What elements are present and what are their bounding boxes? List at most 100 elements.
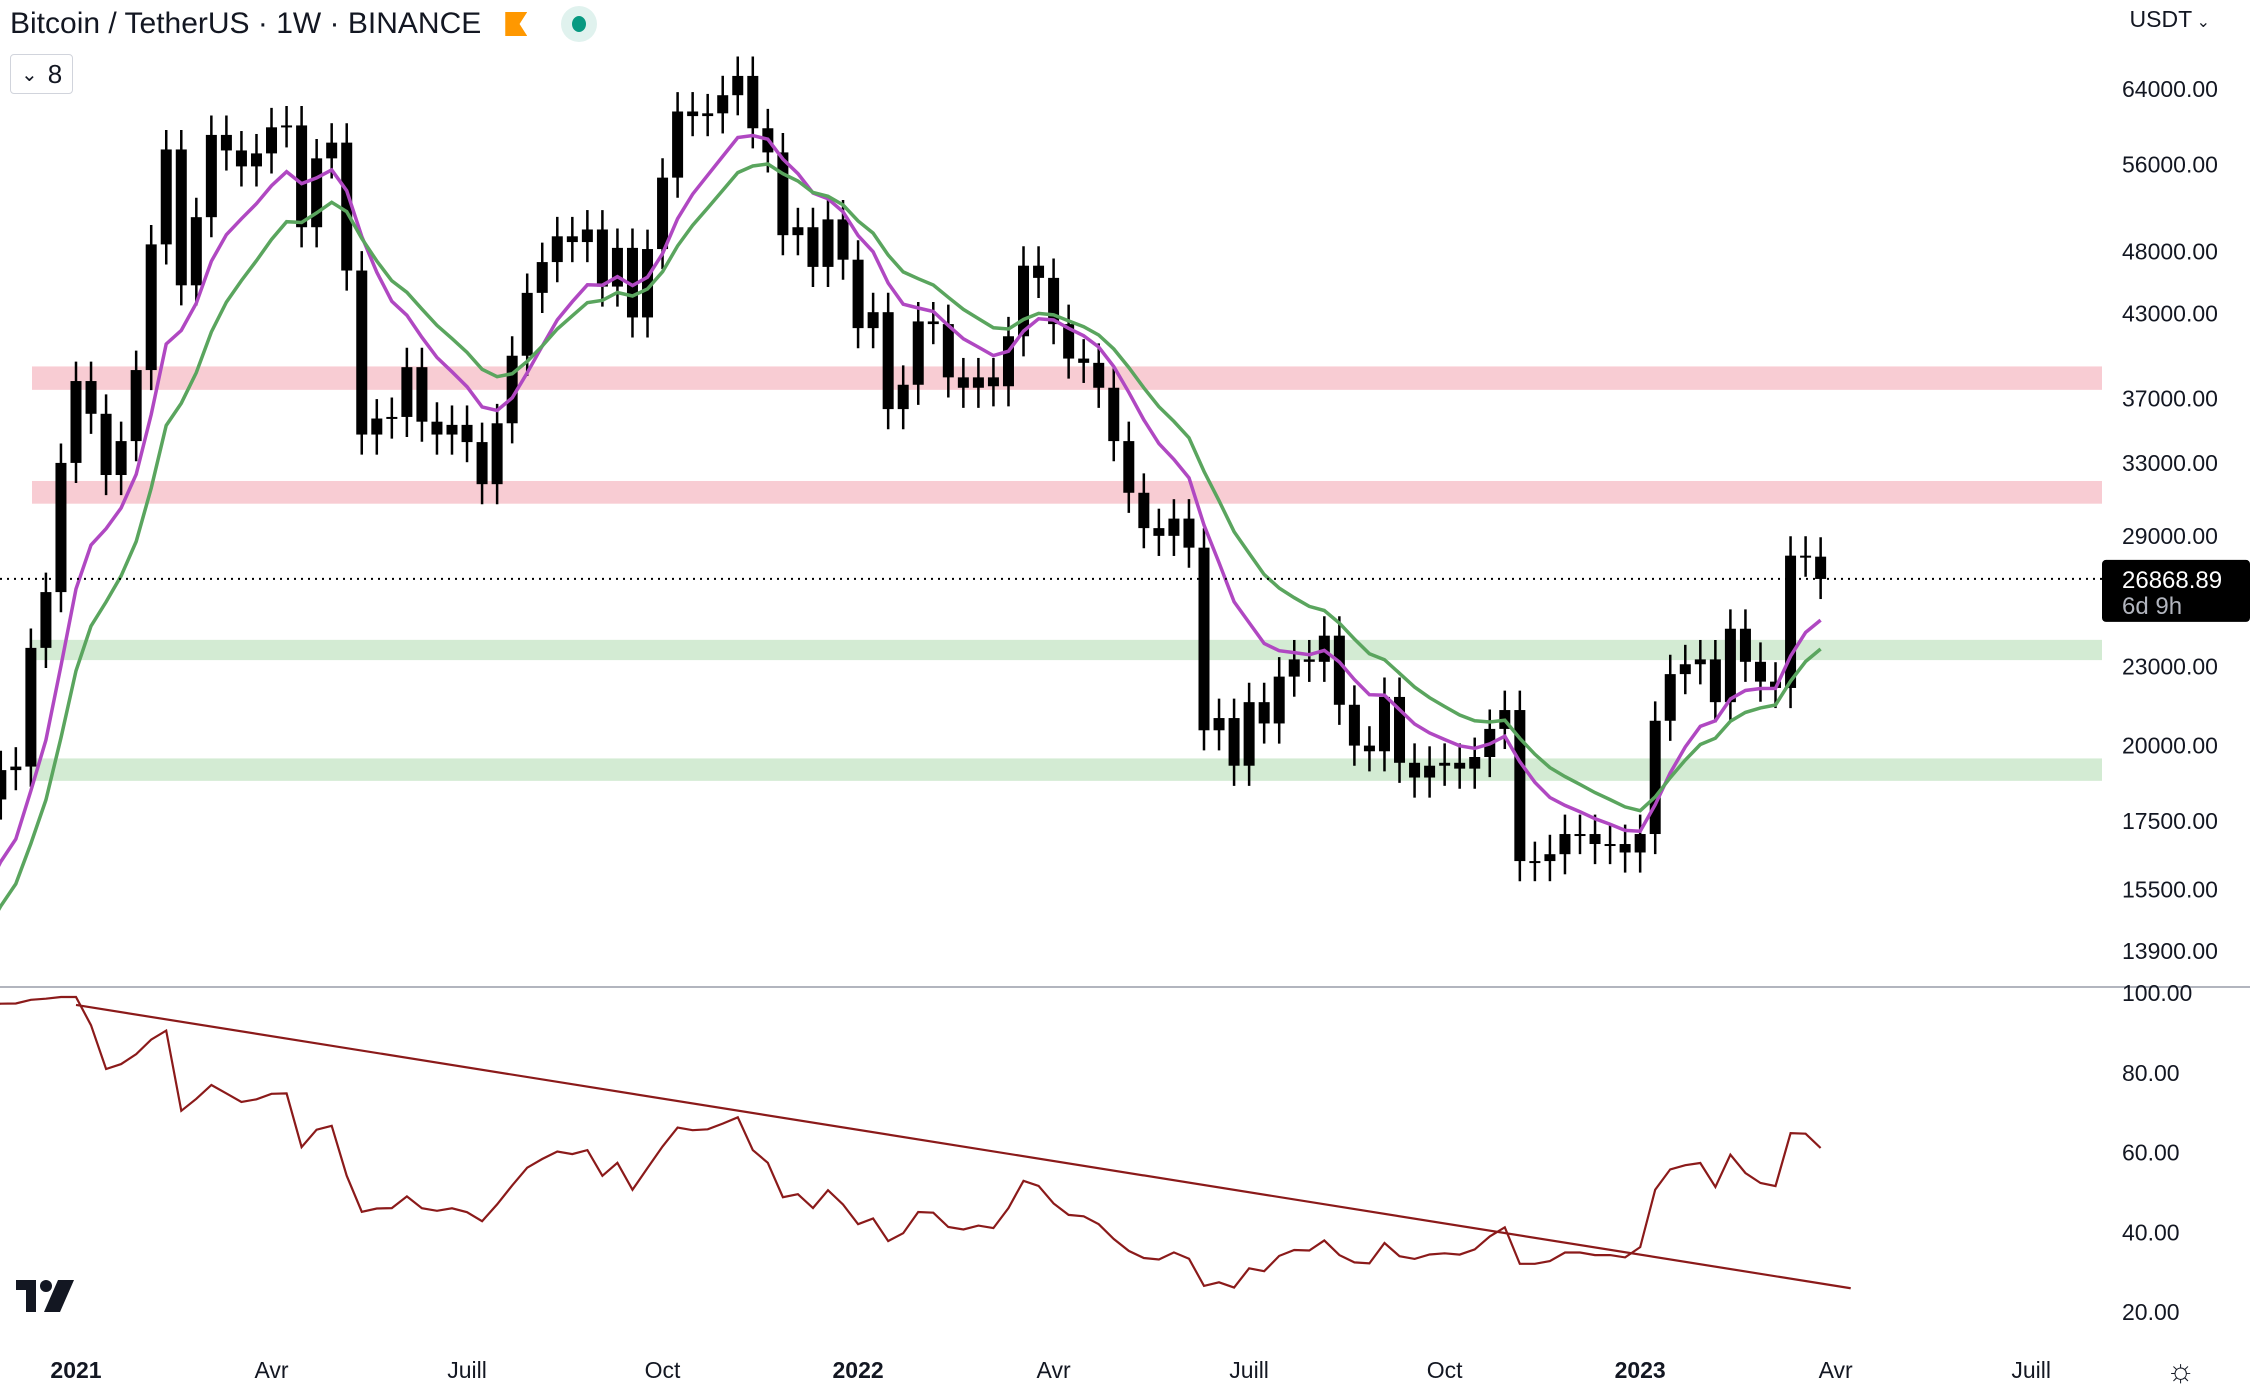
- candle-body: [1378, 696, 1390, 752]
- candle: [1018, 246, 1030, 357]
- time-tick-label: Avr: [1819, 1357, 1853, 1383]
- candle-body: [1093, 362, 1105, 388]
- candles: [0, 56, 1827, 882]
- candle: [897, 365, 909, 430]
- indicators-toggle-button[interactable]: ⌄ 8: [10, 54, 74, 94]
- candle: [1063, 304, 1075, 379]
- candle: [1303, 639, 1315, 682]
- candle: [115, 421, 127, 496]
- candle: [266, 107, 278, 174]
- settings-icon[interactable]: ☼: [2166, 1352, 2196, 1388]
- candle: [777, 132, 789, 256]
- support-zone: [32, 758, 2102, 781]
- candle-body: [356, 270, 368, 435]
- candle: [702, 93, 714, 137]
- candle: [1409, 743, 1421, 798]
- time-tick-label: Oct: [645, 1357, 681, 1383]
- candle-body: [1439, 762, 1451, 766]
- candle: [972, 357, 984, 408]
- candle: [807, 207, 819, 288]
- price-tick-label: 37000.00: [2122, 385, 2218, 411]
- time-tick-label: 2021: [50, 1357, 101, 1383]
- candle: [1815, 537, 1827, 600]
- candle: [1454, 743, 1466, 789]
- candle: [10, 747, 22, 791]
- symbol-title[interactable]: Bitcoin / TetherUS · 1W · BINANCE: [10, 7, 482, 40]
- candle: [792, 207, 804, 256]
- candle-body: [1724, 628, 1736, 703]
- candle-body: [1138, 492, 1150, 529]
- candle-body: [1078, 358, 1090, 363]
- candle-body: [1048, 277, 1060, 325]
- tradingview-logo[interactable]: [16, 1280, 76, 1317]
- candle-body: [807, 227, 819, 267]
- candle-body: [1574, 834, 1586, 837]
- candle: [642, 229, 654, 338]
- candle: [1213, 698, 1225, 751]
- candle: [491, 403, 503, 505]
- candle-body: [220, 134, 232, 151]
- currency-selector[interactable]: USDT ⌄: [2130, 6, 2210, 33]
- candle-body: [100, 413, 112, 476]
- candle-body: [822, 219, 834, 267]
- time-tick-label: Oct: [1427, 1357, 1463, 1383]
- candle-body: [942, 324, 954, 378]
- candle-body: [566, 236, 578, 243]
- countdown-label: 6d 9h: [2122, 593, 2182, 620]
- rsi-trendline: [75, 1003, 1851, 1290]
- candle: [55, 443, 67, 613]
- candle-body: [642, 249, 654, 318]
- chevron-down-icon: ⌄: [21, 63, 38, 86]
- candle-body: [1679, 664, 1691, 675]
- candle-body: [1108, 387, 1120, 442]
- candle-body: [1649, 720, 1661, 835]
- candle: [1033, 246, 1045, 298]
- flag-icon[interactable]: [505, 12, 528, 36]
- candle-body: [266, 127, 278, 154]
- rsi-tick-label: 40.00: [2122, 1219, 2180, 1245]
- candle: [1138, 473, 1150, 549]
- candle: [596, 210, 608, 307]
- candle-body: [175, 149, 187, 286]
- candle: [1439, 743, 1451, 786]
- candle-body: [416, 367, 428, 422]
- candle: [461, 405, 473, 463]
- candle-body: [792, 227, 804, 236]
- candle: [672, 92, 684, 198]
- candle: [250, 133, 262, 187]
- candle-body: [837, 219, 849, 260]
- candle: [1709, 639, 1721, 723]
- time-tick-label: Juill: [2011, 1357, 2051, 1383]
- candle: [536, 242, 548, 313]
- candle: [220, 115, 232, 171]
- candle: [747, 56, 759, 149]
- candle-body: [1123, 441, 1135, 493]
- rsi-line: [0, 995, 1822, 1289]
- rsi-tick-label: 100.00: [2122, 980, 2192, 1006]
- candle: [85, 361, 97, 434]
- candle: [145, 224, 157, 391]
- candle-body: [461, 424, 473, 443]
- candle: [1739, 609, 1751, 682]
- candle: [1800, 536, 1812, 577]
- candle: [987, 357, 999, 407]
- candle-body: [0, 770, 7, 800]
- candle: [1078, 339, 1090, 383]
- candle-body: [1288, 659, 1300, 677]
- candle-body: [1333, 635, 1345, 705]
- candle: [130, 350, 142, 462]
- candle-body: [1063, 324, 1075, 359]
- candle-body: [1273, 676, 1285, 724]
- candle: [1604, 824, 1616, 865]
- candle: [1574, 814, 1586, 855]
- candle-body: [1634, 834, 1646, 853]
- candle-body: [1815, 556, 1827, 579]
- candle-body: [672, 111, 684, 178]
- candle-body: [596, 229, 608, 287]
- candle-body: [55, 462, 67, 593]
- candle: [912, 302, 924, 405]
- candle-body: [506, 355, 518, 424]
- ema-fast-line: [0, 133, 1822, 867]
- ema-slow-line: [0, 162, 1822, 911]
